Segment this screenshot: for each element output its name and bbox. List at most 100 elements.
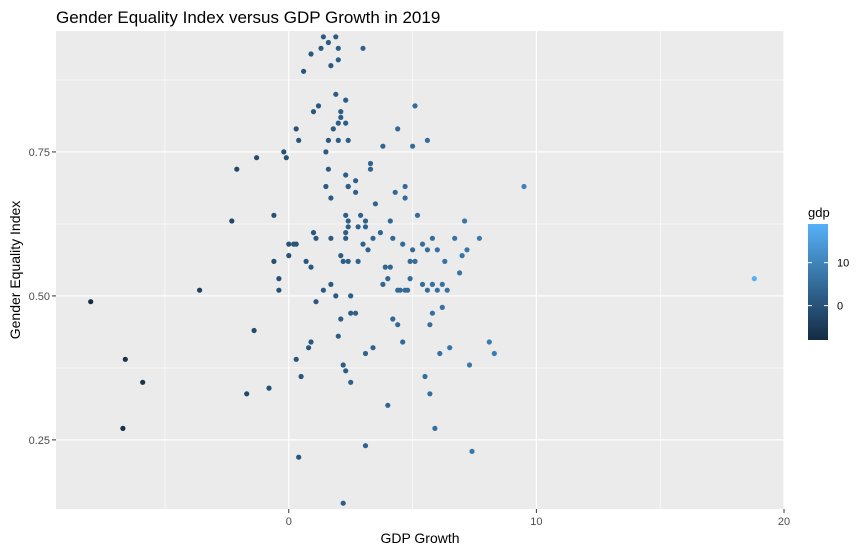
data-point <box>343 212 349 218</box>
data-point <box>355 224 361 230</box>
data-point <box>330 126 336 132</box>
y-axis-title: Gender Equality Index <box>7 201 23 340</box>
data-point <box>333 293 339 299</box>
data-point <box>286 253 292 259</box>
major-gridlines <box>56 31 785 509</box>
data-point <box>229 218 235 224</box>
data-point <box>397 287 403 293</box>
data-point <box>362 224 369 230</box>
data-point <box>323 149 329 155</box>
data-point <box>410 247 416 253</box>
data-point <box>427 322 433 328</box>
x-tick-label: 20 <box>778 516 790 528</box>
data-point <box>338 114 344 120</box>
data-point <box>392 189 398 195</box>
data-point <box>338 109 344 115</box>
data-point <box>429 310 435 316</box>
legend-title: gdp <box>808 205 830 220</box>
data-point <box>358 212 364 218</box>
data-point <box>338 316 344 322</box>
data-point <box>348 293 354 299</box>
data-point <box>434 287 440 293</box>
data-point <box>437 350 443 357</box>
data-point <box>464 247 470 253</box>
data-point <box>419 241 426 247</box>
data-point <box>385 276 391 282</box>
data-point <box>372 201 378 207</box>
data-point <box>466 362 473 368</box>
data-point <box>429 235 435 241</box>
data-point <box>452 235 458 241</box>
data-point <box>447 345 453 351</box>
data-point <box>318 45 324 51</box>
y-tick-label: 0.25 <box>29 435 50 447</box>
data-point <box>355 258 361 264</box>
data-point <box>320 34 326 40</box>
data-point <box>293 126 299 132</box>
data-point <box>387 218 393 224</box>
legend-colorbar <box>808 224 828 340</box>
data-point <box>325 39 331 46</box>
data-point <box>88 299 94 305</box>
data-point <box>343 235 349 241</box>
data-point <box>419 281 426 287</box>
x-axis: 0 10 20 <box>286 509 790 528</box>
data-point <box>402 183 408 190</box>
data-point <box>298 373 304 380</box>
data-point <box>362 218 369 224</box>
legend-label: 0 <box>837 301 843 313</box>
data-point <box>296 137 302 143</box>
data-point <box>286 241 292 247</box>
data-point <box>310 230 317 236</box>
data-point <box>400 339 406 345</box>
data-point <box>333 91 339 97</box>
data-point <box>328 63 334 69</box>
data-point <box>345 224 351 230</box>
data-point <box>444 287 450 293</box>
data-point <box>407 258 413 264</box>
data-point <box>360 45 366 51</box>
data-point <box>414 212 421 218</box>
data-point <box>328 281 334 287</box>
data-point <box>367 166 374 172</box>
data-point <box>271 258 277 264</box>
data-point <box>362 350 369 357</box>
data-point <box>439 304 445 310</box>
data-point <box>301 68 307 74</box>
data-point <box>234 166 240 172</box>
data-point <box>296 454 302 460</box>
data-point <box>380 143 386 149</box>
data-point <box>254 155 260 161</box>
data-point <box>353 189 359 195</box>
data-point <box>382 264 388 270</box>
data-point <box>442 258 448 264</box>
data-point <box>306 345 312 351</box>
data-point <box>323 183 329 190</box>
data-point <box>283 155 289 161</box>
legend: gdp 0 10 <box>808 205 849 340</box>
data-point <box>348 379 354 385</box>
data-point <box>325 137 331 143</box>
data-point <box>521 183 527 190</box>
data-point <box>427 391 433 397</box>
data-point <box>122 356 128 362</box>
chart-title: Gender Equality Index versus GDP Growth … <box>56 8 440 27</box>
data-point <box>377 230 383 236</box>
data-point <box>313 235 319 241</box>
data-point <box>320 287 326 293</box>
data-point <box>120 425 126 431</box>
data-point <box>751 276 757 282</box>
data-point <box>432 425 438 431</box>
data-point <box>434 247 440 253</box>
data-point <box>367 160 374 167</box>
data-point <box>276 287 282 293</box>
data-point <box>308 339 314 345</box>
data-point <box>395 126 401 132</box>
data-point <box>313 299 319 305</box>
data-point <box>412 258 418 264</box>
data-point <box>293 356 299 362</box>
data-point <box>365 247 371 253</box>
data-point <box>308 264 314 270</box>
data-point <box>407 276 413 282</box>
